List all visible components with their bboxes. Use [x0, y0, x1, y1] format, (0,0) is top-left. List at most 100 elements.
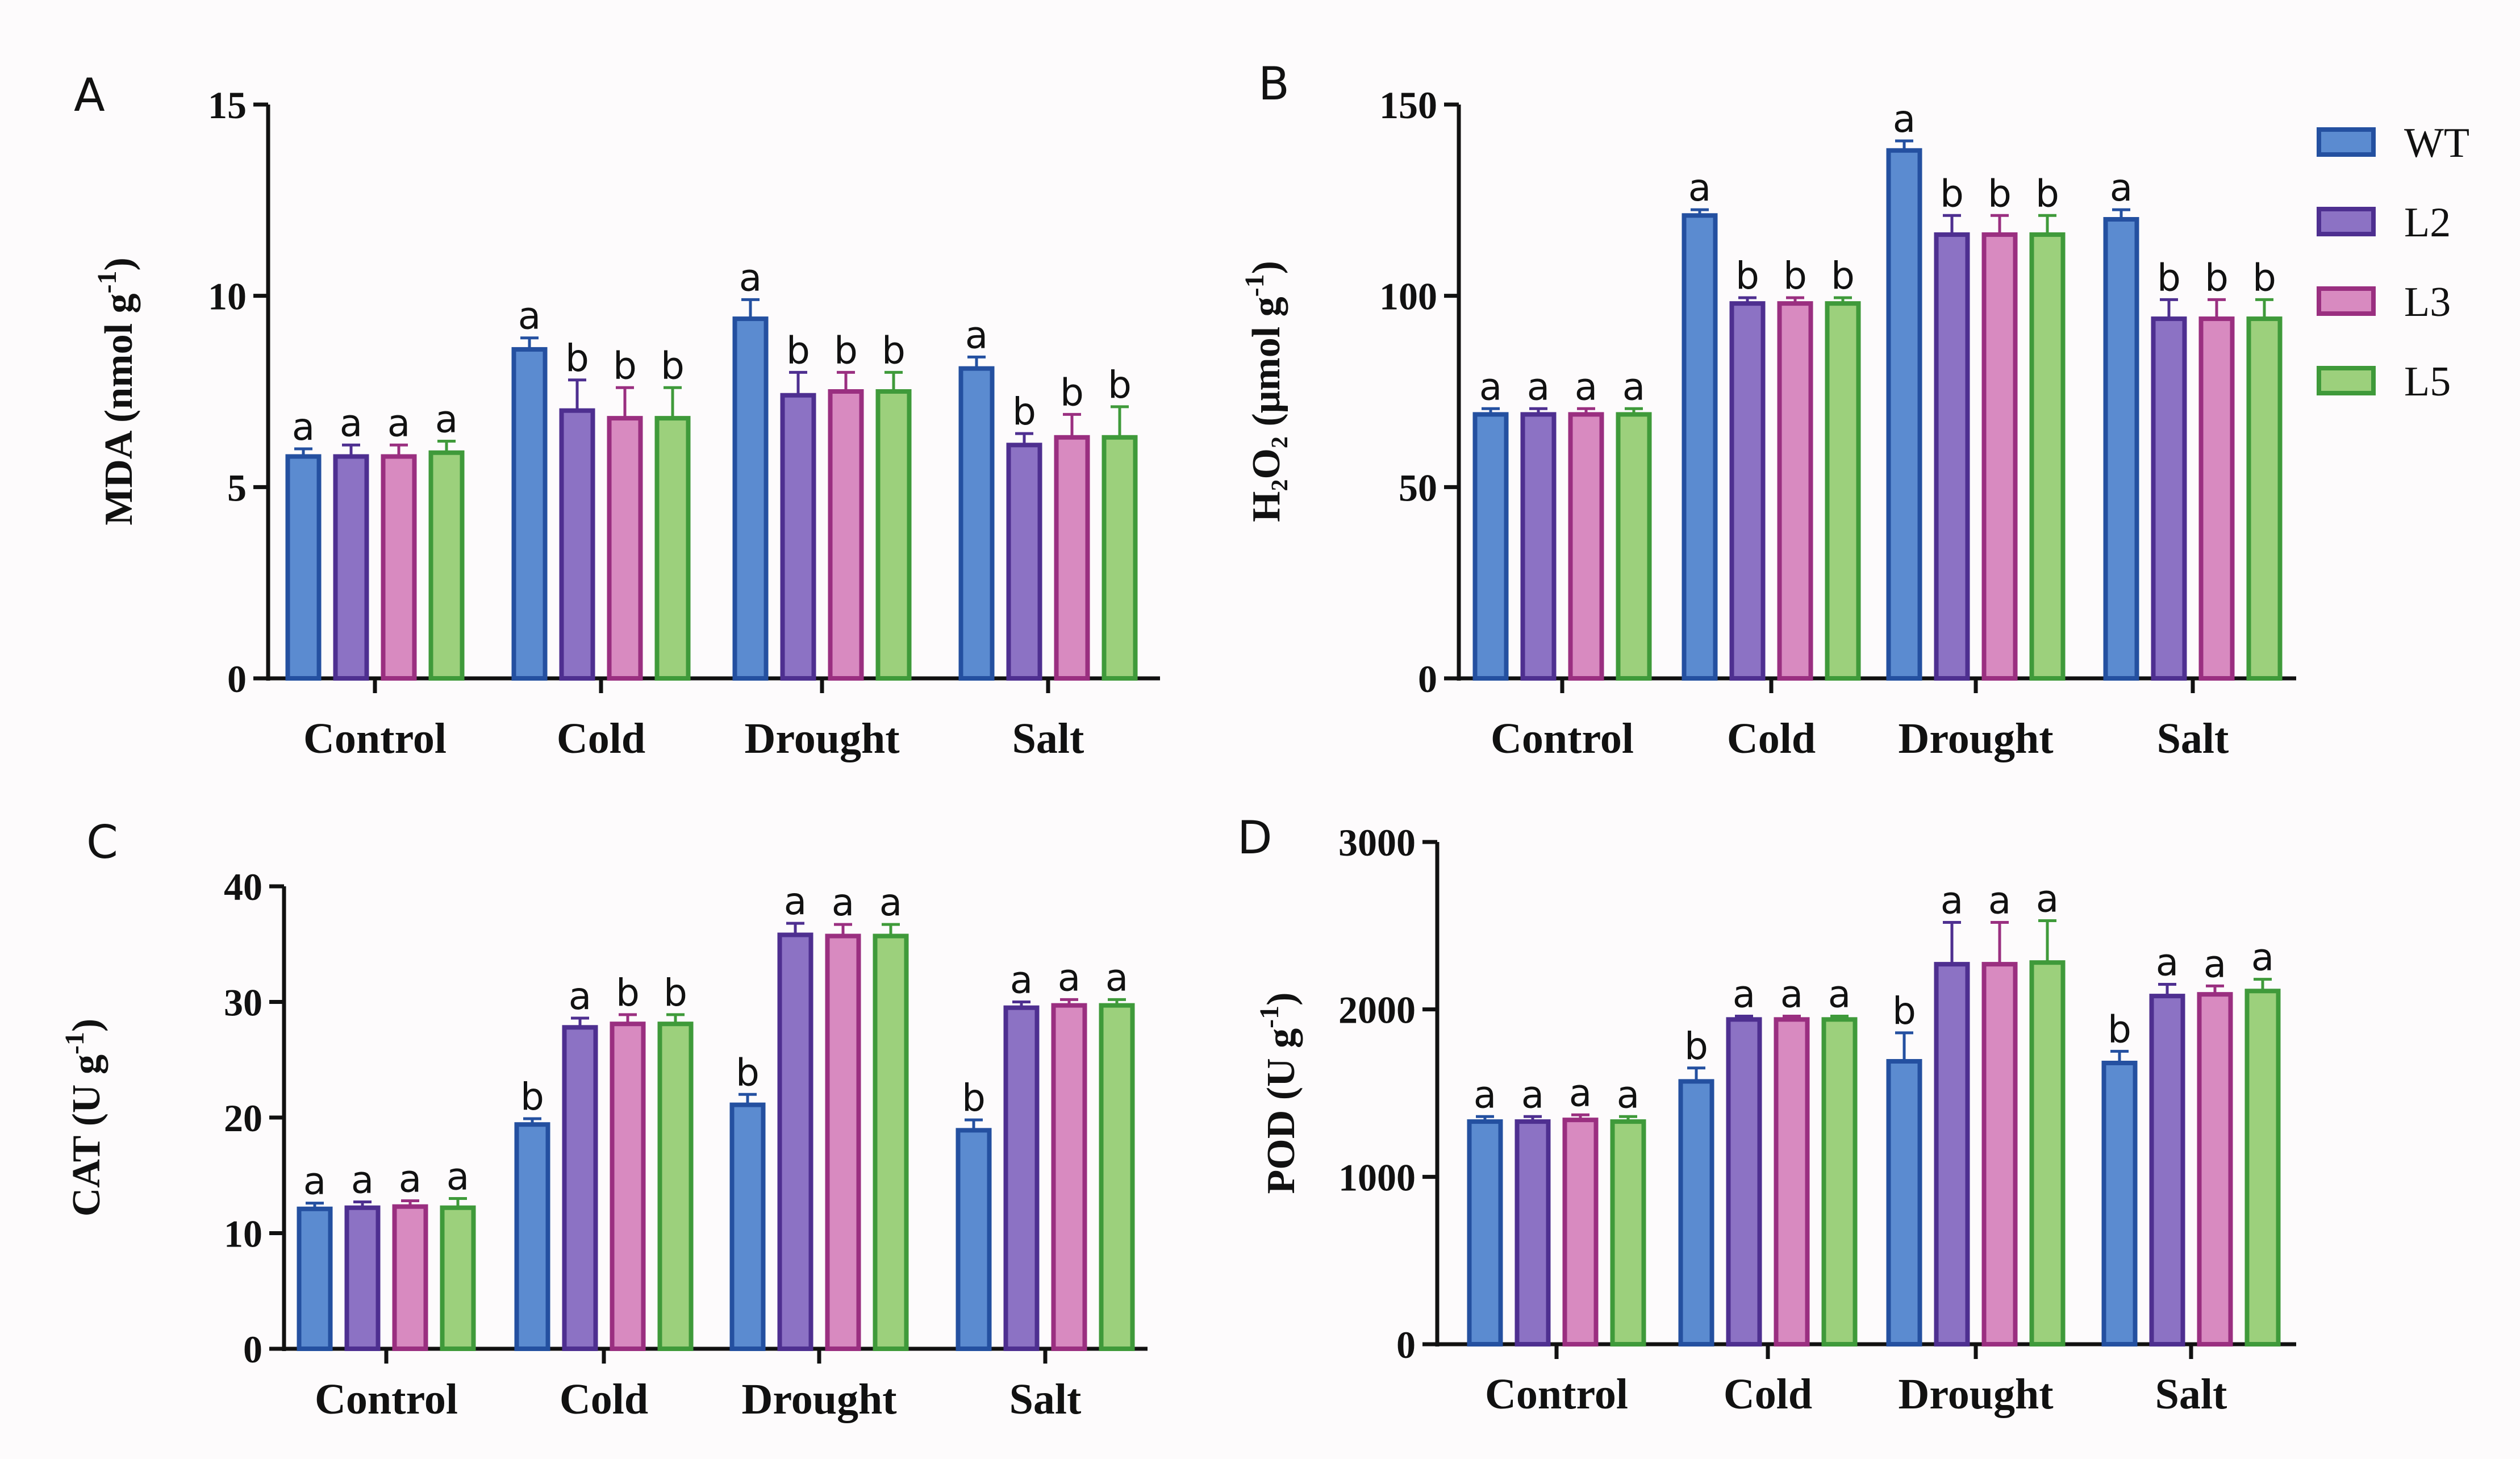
bar-L3 — [2197, 992, 2233, 1347]
category-label: Cold — [1724, 1370, 1812, 1418]
bar-WT — [511, 347, 548, 681]
category-label: Salt — [2155, 1370, 2227, 1418]
bar-L5 — [1610, 1119, 1646, 1347]
significance-letter: b — [613, 344, 637, 387]
bar-WT — [732, 316, 769, 681]
legend-swatch-L3 — [2317, 286, 2376, 316]
y-tick-label: 15 — [208, 84, 247, 127]
bar-L5 — [1821, 1017, 1858, 1347]
category-label: Control — [315, 1375, 458, 1423]
legend-label: L2 — [2404, 199, 2451, 246]
significance-letter: a — [1058, 956, 1080, 999]
bar-L2 — [780, 393, 816, 681]
significance-letter: b — [565, 336, 589, 380]
y-tick-label: 50 — [1399, 466, 1437, 509]
bar-WT — [956, 1128, 992, 1351]
bar-L5 — [1825, 301, 1861, 681]
y-tick-label: 100 — [1379, 275, 1437, 318]
significance-letter: b — [2205, 256, 2229, 299]
bar-WT — [1886, 1059, 1922, 1347]
significance-letter: b — [520, 1075, 544, 1119]
significance-letter: b — [736, 1051, 760, 1094]
significance-letter: a — [2204, 942, 2226, 986]
significance-letter: b — [616, 971, 640, 1015]
significance-letter: b — [1012, 390, 1036, 433]
significance-letter: a — [340, 401, 362, 445]
y-tick-label: 20 — [224, 1097, 262, 1140]
bar-L5 — [2246, 316, 2283, 681]
significance-letter: a — [1617, 1073, 1639, 1116]
y-tick-label: 0 — [1418, 657, 1437, 701]
significance-letter: a — [351, 1158, 374, 1202]
panel-letter: C — [86, 816, 118, 869]
significance-letter: b — [1783, 254, 1807, 298]
bar-L2 — [559, 408, 595, 681]
significance-letter: b — [1684, 1024, 1708, 1068]
bar-L3 — [392, 1204, 428, 1352]
significance-letter: b — [882, 328, 906, 372]
bar-L5 — [2244, 989, 2281, 1347]
bar-L2 — [1520, 412, 1557, 681]
bar-L2 — [562, 1025, 598, 1351]
significance-letter: b — [1831, 254, 1855, 298]
significance-letter: a — [879, 881, 902, 924]
y-axis-label: POD (U g-1) — [1254, 993, 1303, 1194]
y-axis-label: MDA (nmol g-1) — [92, 257, 141, 526]
significance-letter: a — [303, 1160, 326, 1203]
significance-letter: a — [1474, 1073, 1496, 1116]
bar-WT — [958, 366, 995, 681]
bar-L3 — [1777, 301, 1813, 681]
significance-letter: b — [1988, 172, 2012, 215]
significance-letter: b — [1060, 370, 1084, 414]
significance-letter: a — [518, 294, 541, 338]
bar-L3 — [1562, 1118, 1599, 1347]
y-tick-label: 1000 — [1338, 1156, 1416, 1199]
bar-WT — [2103, 217, 2139, 681]
category-label: Drought — [1898, 715, 2053, 762]
bar-L3 — [1051, 1003, 1087, 1351]
significance-letter: b — [2252, 256, 2276, 299]
y-tick-label: 40 — [224, 865, 262, 908]
bar-L3 — [1054, 435, 1090, 681]
significance-letter: b — [786, 328, 810, 372]
significance-letter: b — [664, 971, 687, 1015]
bar-L2 — [1934, 232, 1970, 681]
bar-L3 — [2198, 316, 2235, 681]
category-label: Salt — [1012, 715, 1084, 762]
significance-letter: b — [661, 344, 685, 387]
significance-letter: a — [1569, 1071, 1592, 1115]
legend-label: WT — [2404, 120, 2469, 166]
significance-letter: a — [1941, 878, 1963, 922]
bar-L2 — [2149, 994, 2185, 1347]
legend-label: L5 — [2404, 359, 2451, 405]
bar-L2 — [2151, 316, 2187, 681]
bar-L2 — [1729, 301, 1766, 681]
bar-WT — [514, 1122, 550, 1351]
significance-letter: a — [1527, 365, 1550, 408]
panel-letter: D — [1237, 811, 1272, 864]
significance-letter: a — [399, 1157, 422, 1201]
bar-WT — [729, 1102, 766, 1351]
category-label: Control — [1491, 715, 1634, 762]
bar-L3 — [828, 389, 864, 681]
significance-letter: a — [1010, 958, 1033, 1002]
category-label: Cold — [560, 1375, 648, 1423]
y-tick-label: 0 — [243, 1328, 262, 1371]
significance-letter: a — [1575, 365, 1597, 408]
significance-letter: a — [1105, 956, 1128, 999]
bar-L2 — [1934, 962, 1970, 1347]
bar-WT — [2101, 1060, 2138, 1347]
category-label: Cold — [557, 715, 645, 762]
bar-L2 — [333, 454, 369, 681]
bar-L5 — [440, 1205, 476, 1351]
significance-letter: a — [965, 313, 988, 357]
significance-letter: a — [784, 879, 807, 923]
bar-L5 — [654, 416, 691, 681]
bar-WT — [297, 1206, 333, 1351]
bar-WT — [1682, 213, 1718, 681]
y-tick-label: 30 — [224, 981, 262, 1024]
significance-letter: a — [2251, 936, 2274, 979]
